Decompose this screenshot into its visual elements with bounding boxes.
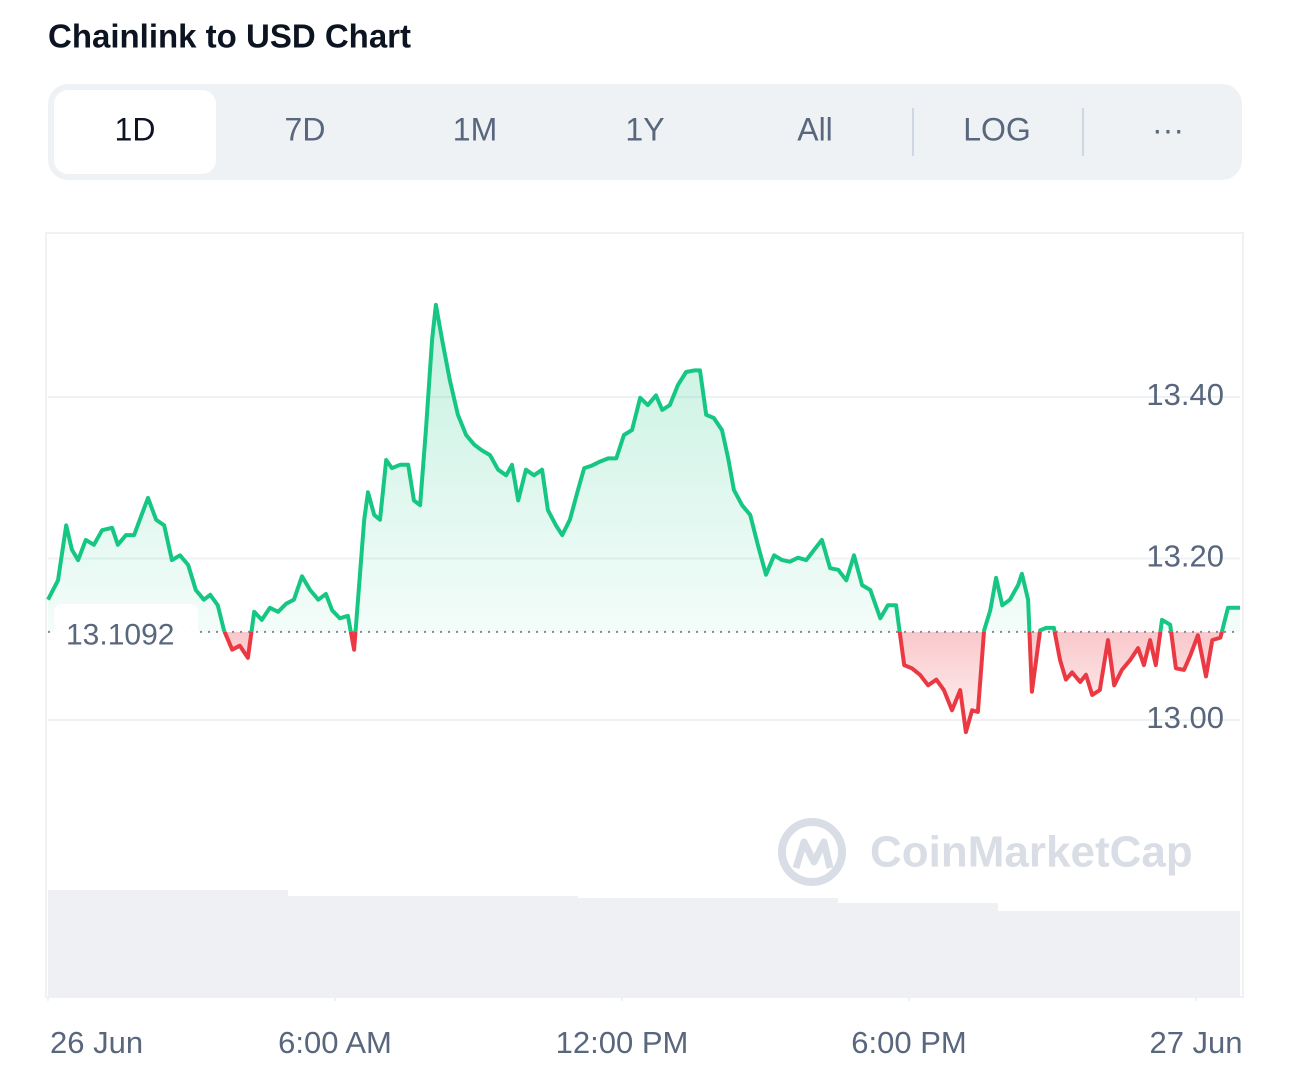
baseline-label-bg [54, 603, 198, 660]
volume-block [288, 896, 578, 997]
tab[interactable]: LOG [963, 111, 1031, 147]
tab[interactable]: 7D [285, 111, 326, 147]
volume-block [998, 911, 1240, 997]
page-title: Chainlink to USD Chart [48, 18, 411, 55]
watermark-logo-mark [792, 838, 834, 870]
volume-block [578, 898, 838, 997]
tab[interactable]: 1M [453, 111, 497, 147]
price-area [48, 304, 1240, 733]
x-tick-label: 12:00 PM [556, 1025, 689, 1060]
x-tick-label: 6:00 PM [851, 1025, 966, 1060]
plot: 13.00 13.20 13.40 26 Jun 6:00 AM 12:00 PM 6:00… [46, 302, 1243, 1060]
watermark-text: CoinMarketCap [870, 828, 1193, 877]
y-tick-label: 13.00 [1146, 700, 1224, 735]
y-tick-label: 13.40 [1146, 377, 1224, 412]
tab-bar [48, 84, 1242, 180]
volume-block [838, 903, 998, 997]
tab[interactable]: 1Y [625, 111, 664, 147]
baseline-label: 13.1092 [66, 619, 174, 652]
x-tick-label: 27 Jun [1149, 1025, 1242, 1060]
tab[interactable]: All [797, 111, 833, 147]
tab-selected-bg[interactable] [54, 90, 216, 174]
tab[interactable]: 1D [115, 111, 156, 147]
watermark: CoinMarketCap [778, 818, 1193, 886]
x-tick-label: 6:00 AM [278, 1025, 392, 1060]
watermark-logo [778, 818, 846, 886]
price-line [46, 302, 1240, 735]
volume-area [48, 890, 1240, 997]
x-tick-label: 26 Jun [50, 1025, 143, 1060]
volume-block [48, 890, 288, 997]
tab[interactable]: ··· [1152, 111, 1184, 147]
tabs: 1D 7D 1M 1Y All LOG ··· [54, 90, 1184, 174]
y-tick-label: 13.20 [1146, 539, 1224, 574]
